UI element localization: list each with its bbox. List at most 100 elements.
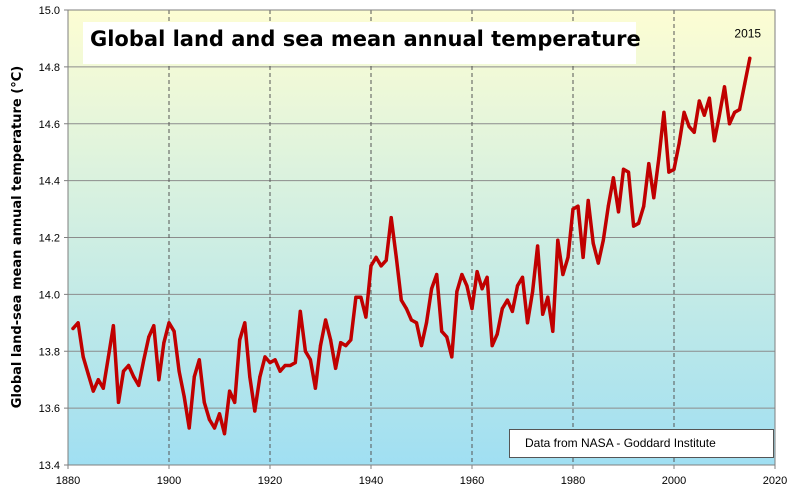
data-point [546,295,550,299]
data-point [581,255,585,259]
data-point [677,142,681,146]
data-point [298,309,302,313]
data-point [430,287,434,291]
data-point [147,335,151,339]
data-point [642,204,646,208]
data-point [687,125,691,129]
x-tick-label: 2000 [662,475,686,487]
data-point [743,82,747,86]
data-point [541,312,545,316]
data-point [551,329,555,333]
data-point [652,196,656,200]
data-point [192,375,196,379]
data-point [324,318,328,322]
data-point [379,264,383,268]
data-point [682,110,686,114]
data-point [611,176,616,180]
data-point [238,338,242,342]
data-point [172,329,176,333]
data-point [217,412,222,416]
data-point [576,204,580,208]
data-point [91,389,95,393]
data-point [207,417,211,422]
y-tick-label: 14.0 [39,289,60,301]
data-point [637,221,641,225]
y-tick-label: 13.6 [39,403,60,415]
data-point [111,324,115,328]
y-tick-label: 14.6 [39,119,60,131]
data-point [450,355,454,359]
data-point [455,289,459,294]
annotation-label: 2015 [734,26,761,40]
data-point [571,207,575,211]
data-point [480,287,484,291]
data-point [515,284,520,288]
data-point [692,130,696,134]
data-point [556,238,560,242]
data-point [712,139,717,143]
data-point [96,378,100,382]
data-point [657,156,661,160]
data-point [339,341,343,345]
data-point [167,321,171,325]
data-point [228,389,232,393]
data-point [738,107,742,112]
x-tick-label: 1960 [460,475,484,487]
data-point [283,363,287,368]
data-point [490,344,494,348]
data-point [187,426,191,430]
data-point [733,110,737,114]
data-point [293,361,297,365]
data-point [132,375,136,379]
data-point [162,341,166,345]
data-point [308,358,312,362]
data-point [364,315,368,319]
y-tick-label: 15.0 [39,5,60,17]
data-point [197,358,201,362]
x-tick-label: 1980 [561,475,585,487]
data-point [616,210,621,214]
data-point [374,255,378,259]
data-point [435,272,439,277]
data-point [475,270,479,274]
data-point [263,355,267,359]
data-point [520,275,525,279]
data-point [106,355,110,359]
data-point [500,307,504,311]
data-point [536,244,540,248]
data-point [409,318,413,322]
y-axis-ticks: 13.4 13.6 13.8 14.0 14.2 14.4 14.6 14.8 15.0 [39,5,68,472]
grid [68,10,775,465]
data-point [727,122,732,126]
data-point [495,332,499,336]
data-point [369,264,373,268]
data-point [278,369,282,373]
data-point [71,326,75,331]
source-box [509,429,774,458]
y-tick-label: 13.8 [39,346,60,358]
data-point [485,275,489,279]
data-point [127,363,131,368]
x-tick-label: 2020 [763,475,787,487]
data-point [404,307,408,311]
data-point [601,238,605,242]
data-point [182,395,186,399]
data-point [349,338,353,342]
data-point [722,85,727,89]
y-tick-label: 14.8 [39,62,60,74]
data-point [647,162,651,166]
data-point [76,321,80,325]
data-point [440,329,444,333]
data-point [86,372,90,376]
data-point [329,338,333,342]
data-point [566,255,570,259]
data-point [672,167,676,171]
data-point [137,383,141,387]
data-point [445,335,449,339]
data-point [258,375,262,379]
data-point [662,110,666,114]
annotations: 2015 [734,26,761,40]
data-point [460,272,464,277]
data-point [142,358,146,362]
data-point [273,358,277,362]
